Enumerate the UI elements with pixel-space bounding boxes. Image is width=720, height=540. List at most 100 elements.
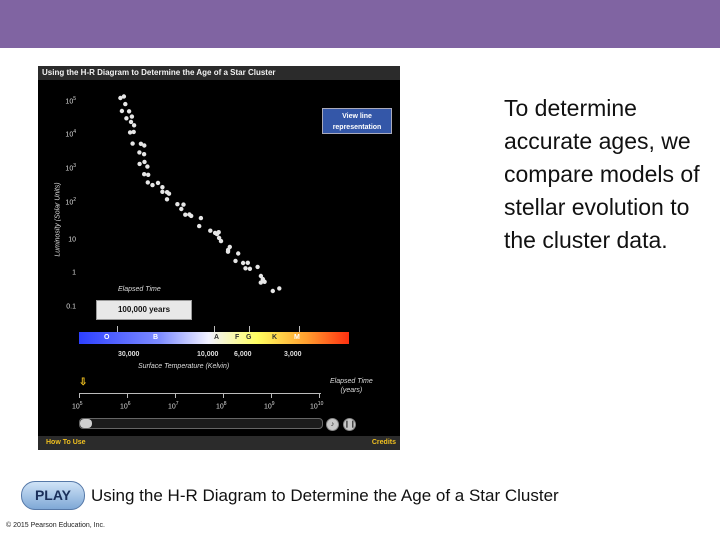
star-point xyxy=(142,159,147,165)
star-point xyxy=(118,95,123,101)
star-point xyxy=(189,213,194,219)
star-point xyxy=(208,228,213,233)
temperature-label: 10,000 xyxy=(197,351,219,358)
y-tick-label: 0.1 xyxy=(66,303,76,311)
temperature-axis-title: Surface Temperature (Kelvin) xyxy=(138,363,230,370)
y-tick-label: 103 xyxy=(65,163,76,173)
star-point xyxy=(166,191,172,196)
time-tick xyxy=(271,393,272,398)
spectral-tick xyxy=(299,326,300,332)
star-point xyxy=(270,288,275,294)
star-point xyxy=(150,182,155,188)
star-point xyxy=(137,161,142,167)
star-point xyxy=(123,101,128,107)
star-point xyxy=(277,286,282,291)
y-tick-label: 1 xyxy=(72,269,76,277)
time-tick-label: 107 xyxy=(168,401,179,411)
spectral-class-o: O xyxy=(104,334,110,341)
y-tick-label: 105 xyxy=(65,96,76,106)
star-point xyxy=(240,260,246,266)
star-point xyxy=(127,130,133,135)
star-point xyxy=(130,141,135,146)
star-point xyxy=(119,108,125,114)
star-point xyxy=(243,266,248,271)
elapsed-time-value: 100,000 years xyxy=(96,300,192,320)
credits-link[interactable]: Credits xyxy=(371,439,396,446)
star-point xyxy=(137,150,142,155)
time-marker-icon[interactable]: ⇩ xyxy=(79,377,88,388)
time-tick xyxy=(127,393,128,398)
star-point xyxy=(145,164,150,169)
star-point xyxy=(197,223,202,229)
view-line-representation-button[interactable]: View line representation xyxy=(322,108,392,134)
star-point xyxy=(160,189,165,194)
scrubber-thumb[interactable] xyxy=(80,419,92,428)
time-tick xyxy=(319,393,320,398)
elapsed-time-label: Elapsed Time xyxy=(118,286,161,293)
star-point xyxy=(145,180,150,185)
spectral-class-g: G xyxy=(246,334,252,341)
elapsed-time-display: Elapsed Time 100,000 years xyxy=(96,286,192,322)
star-point xyxy=(146,172,151,177)
time-tick-label: 1010 xyxy=(310,401,324,411)
spectral-class-k: K xyxy=(272,334,278,341)
star-point xyxy=(175,202,180,207)
temperature-label: 30,000 xyxy=(118,351,140,358)
animation-footer: How To Use Credits xyxy=(38,436,400,450)
star-point xyxy=(155,180,161,186)
spectral-class-f: F xyxy=(235,334,240,341)
play-button[interactable]: PLAY xyxy=(21,481,85,510)
star-point xyxy=(247,266,253,271)
spectral-tick xyxy=(249,326,250,332)
spectral-class-a: A xyxy=(214,334,220,341)
copyright: © 2015 Pearson Education, Inc. xyxy=(6,522,105,529)
star-point xyxy=(131,129,136,135)
star-point xyxy=(218,238,224,244)
star-point xyxy=(128,119,134,125)
y-tick-label: 10 xyxy=(68,236,76,244)
caption: Using the H-R Diagram to Determine the A… xyxy=(91,486,559,505)
time-tick xyxy=(79,393,80,398)
star-cluster-plot xyxy=(118,94,282,294)
star-point xyxy=(126,109,132,114)
body-text: To determine accurate ages, we compare m… xyxy=(504,95,700,253)
spectral-class-bar xyxy=(79,332,349,344)
star-point xyxy=(164,197,170,202)
playback-scrubber[interactable] xyxy=(79,418,323,429)
star-point xyxy=(131,123,137,128)
star-point xyxy=(142,172,147,177)
spectral-tick xyxy=(214,326,215,332)
time-axis-line xyxy=(79,393,321,394)
star-point xyxy=(233,258,238,264)
time-tick-label: 105 xyxy=(72,401,83,411)
star-point xyxy=(198,215,204,221)
star-point xyxy=(216,235,222,241)
star-point xyxy=(124,116,129,121)
star-point xyxy=(216,230,221,235)
star-point xyxy=(121,94,127,99)
star-point xyxy=(160,185,165,190)
how-to-use-link[interactable]: How To Use xyxy=(46,439,86,446)
animation-panel: Using the H-R Diagram to Determine the A… xyxy=(38,66,400,450)
star-point xyxy=(236,251,241,256)
time-tick-label: 109 xyxy=(264,401,275,411)
spectral-class-b: B xyxy=(153,334,159,341)
star-point xyxy=(138,141,144,146)
star-point xyxy=(142,143,147,148)
y-tick-label: 102 xyxy=(65,197,76,207)
star-point xyxy=(245,260,250,265)
pause-icon[interactable]: ❙❙ xyxy=(343,418,356,431)
star-point xyxy=(179,206,184,212)
y-tick-label: 104 xyxy=(65,129,76,139)
star-point xyxy=(181,202,186,207)
animation-title: Using the H-R Diagram to Determine the A… xyxy=(38,66,400,80)
header-bar xyxy=(0,0,720,48)
star-point xyxy=(258,280,263,285)
star-point xyxy=(183,212,188,217)
temperature-label: 6,000 xyxy=(234,351,252,358)
temperature-label: 3,000 xyxy=(284,351,302,358)
spectral-tick xyxy=(117,326,118,332)
volume-icon[interactable]: ♪ xyxy=(326,418,339,431)
time-tick-label: 108 xyxy=(216,401,227,411)
time-tick xyxy=(175,393,176,398)
